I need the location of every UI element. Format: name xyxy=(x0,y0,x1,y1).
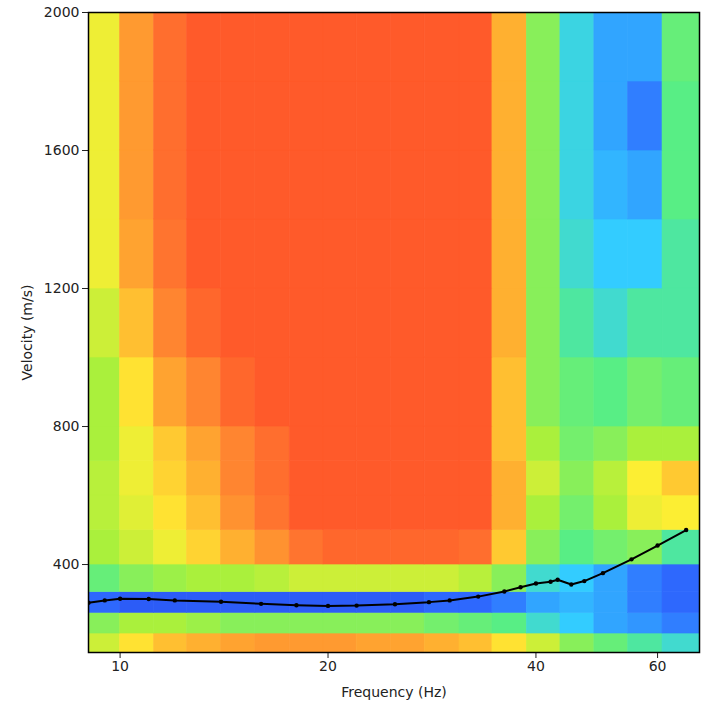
svg-text:1600: 1600 xyxy=(44,142,80,158)
svg-text:60: 60 xyxy=(649,658,667,674)
svg-text:40: 40 xyxy=(527,658,545,674)
svg-text:Velocity (m/s): Velocity (m/s) xyxy=(19,285,35,381)
svg-text:10: 10 xyxy=(111,658,129,674)
svg-text:1200: 1200 xyxy=(44,280,80,296)
svg-text:2000: 2000 xyxy=(44,4,80,20)
svg-text:800: 800 xyxy=(53,418,80,434)
svg-text:20: 20 xyxy=(319,658,337,674)
svg-text:400: 400 xyxy=(53,556,80,572)
svg-text:Frequency (Hz): Frequency (Hz) xyxy=(341,684,447,700)
